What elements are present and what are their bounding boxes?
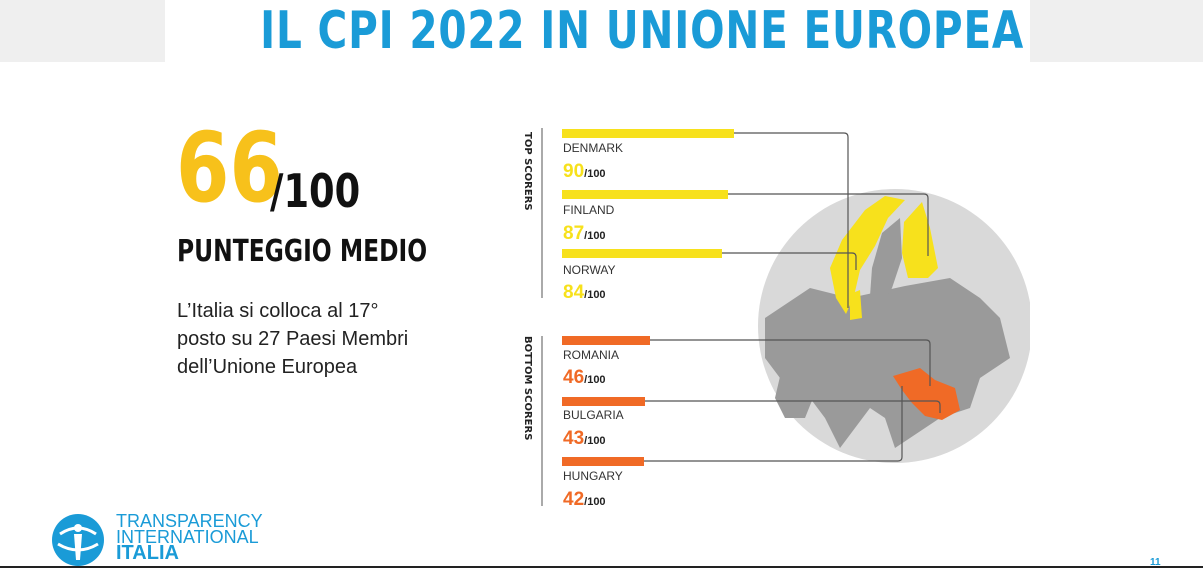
logo-wordmark: TRANSPARENCY INTERNATIONAL ITALIA (116, 511, 263, 564)
country-score: 42/100 (563, 489, 606, 510)
europe-map (758, 189, 1030, 463)
logo-line-1: TRANSPARENCY (116, 511, 263, 531)
map-romania-region (893, 368, 960, 420)
map-denmark (850, 290, 862, 320)
score-bar (562, 249, 722, 258)
page-title: IL CPI 2022 IN UNIONE EUROPEA (260, 1, 1025, 61)
header-band-left (0, 0, 165, 62)
country-score: 87/100 (563, 223, 606, 244)
country-name: DENMARK (563, 141, 623, 155)
score-bar (562, 190, 728, 199)
denmark-leader-line (734, 132, 849, 308)
score-bar (562, 397, 645, 406)
bottom-scorers-label: BOTTOM SCORERS (522, 336, 533, 440)
leader-lines (644, 132, 941, 462)
top-scorers-label: TOP SCORERS (522, 132, 533, 211)
bulgaria-leader-line (645, 400, 941, 413)
cpi-infographic: TOP SCORERS BOTTOM SCORERS DENMARK 90/10… (522, 128, 1030, 510)
score-label: PUNTEGGIO MEDIO (177, 234, 428, 269)
bottom-scorer-hungary: HUNGARY 42/100 (562, 457, 644, 510)
bottom-divider-line (0, 566, 1203, 568)
finland-leader-line (728, 193, 929, 256)
score-bar (562, 129, 734, 138)
country-score: 43/100 (563, 428, 606, 449)
country-score: 90/100 (563, 161, 606, 182)
country-score: 46/100 (563, 367, 606, 388)
bottom-scorer-bulgaria: BULGARIA 43/100 (562, 397, 645, 449)
top-scorer-norway: NORWAY 84/100 (562, 249, 722, 303)
country-name: HUNGARY (563, 469, 623, 483)
ranking-description: L’Italia si colloca al 17° posto su 27 P… (177, 300, 409, 378)
map-norway (830, 196, 905, 314)
country-name: ROMANIA (563, 348, 619, 362)
romania-leader-line (650, 339, 931, 386)
logo-line-2: INTERNATIONAL (116, 527, 259, 547)
score-max: /100 (270, 164, 361, 218)
hungary-leader-line (644, 386, 903, 462)
country-score: 84/100 (563, 282, 606, 303)
map-iberia (768, 343, 815, 418)
country-name: NORWAY (563, 263, 615, 277)
bottom-scorer-romania: ROMANIA 46/100 (562, 336, 650, 388)
score-bar (562, 457, 644, 466)
score-bar (562, 336, 650, 345)
country-name: BULGARIA (563, 408, 624, 422)
logo-line-3: ITALIA (116, 542, 179, 564)
transparency-international-logo-icon (52, 514, 104, 566)
header-band-right (1030, 0, 1203, 62)
top-scorer-finland: FINLAND 87/100 (562, 190, 728, 244)
top-scorer-denmark: DENMARK 90/100 (562, 129, 734, 182)
average-score: 66 (176, 112, 283, 224)
map-sweden (870, 218, 902, 308)
norway-leader-line (722, 252, 857, 270)
page-number: 11 (1150, 557, 1161, 568)
map-finland (902, 202, 938, 278)
country-name: FINLAND (563, 203, 615, 217)
